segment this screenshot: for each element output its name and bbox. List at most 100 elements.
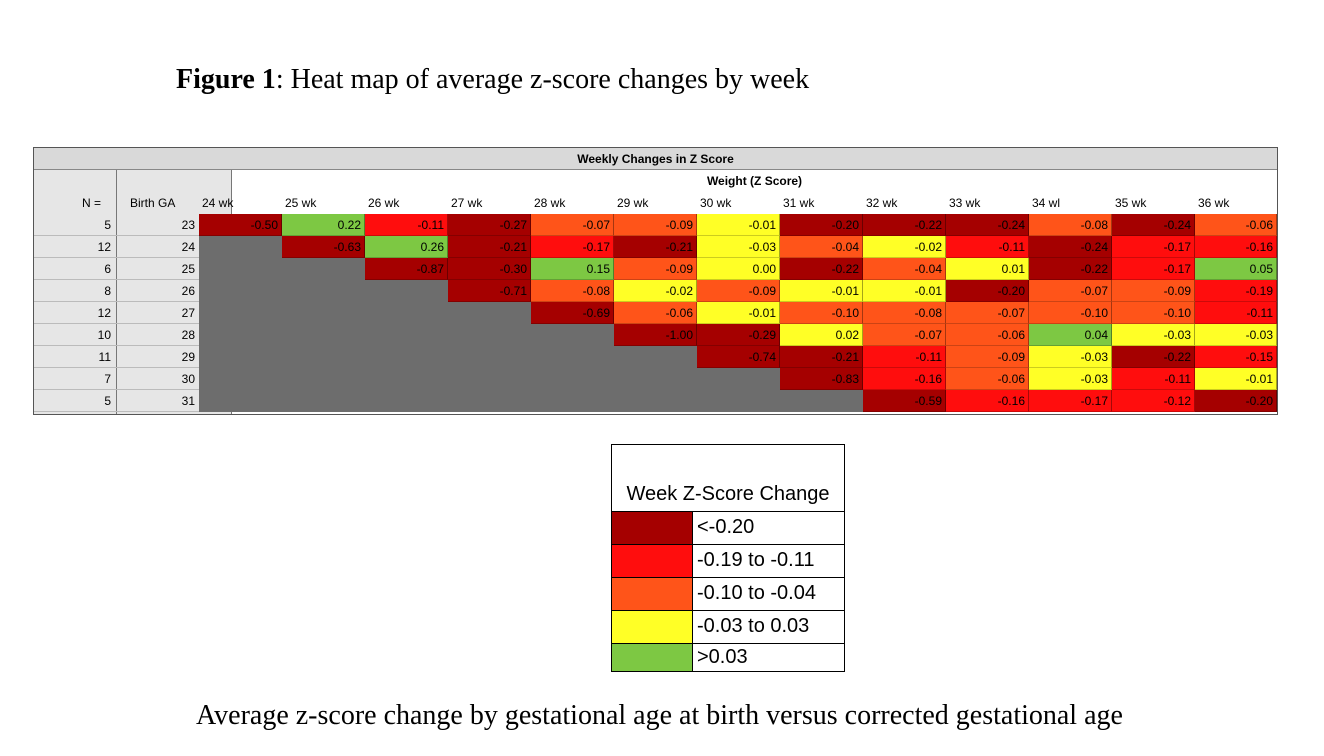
heatmap-cell: -0.06 xyxy=(946,324,1029,346)
heatmap-cell: -0.20 xyxy=(780,214,863,236)
heatmap-cell: 0.22 xyxy=(282,214,365,236)
row-separator xyxy=(34,389,232,390)
column-header: 33 wk xyxy=(949,196,981,210)
heatmap-cell: -0.87 xyxy=(365,258,448,280)
row-birth-ga: 30 xyxy=(181,372,195,386)
legend-item: -0.03 to 0.03 xyxy=(612,610,844,643)
row-separator xyxy=(34,235,232,236)
column-header: 36 wk xyxy=(1198,196,1230,210)
heatmap-cell: -0.11 xyxy=(1195,302,1277,324)
empty-region xyxy=(199,302,531,324)
heatmap-cell: -0.03 xyxy=(1029,368,1112,390)
heatmap-cell: 0.15 xyxy=(531,258,614,280)
empty-region xyxy=(199,346,697,368)
column-header: 25 wk xyxy=(285,196,317,210)
legend-swatch xyxy=(612,578,693,610)
legend-label: -0.19 to -0.11 xyxy=(697,549,815,571)
row-n-value: 6 xyxy=(104,262,111,276)
figure-caption: Average z-score change by gestational ag… xyxy=(196,700,1123,731)
heatmap-cell: -0.01 xyxy=(697,214,780,236)
heatmap-cell: -0.17 xyxy=(1029,390,1112,412)
row-separator xyxy=(34,279,232,280)
heatmap-cell: -0.20 xyxy=(1195,390,1277,412)
legend-label: -0.03 to 0.03 xyxy=(697,615,810,637)
heatmap-cell: -0.63 xyxy=(282,236,365,258)
row-separator xyxy=(34,257,232,258)
legend-item: <-0.20 xyxy=(612,511,844,544)
heatmap-cell: -0.29 xyxy=(697,324,780,346)
heatmap-cell: -0.59 xyxy=(863,390,946,412)
heatmap-cell: -0.21 xyxy=(448,236,531,258)
heatmap-cell: -0.19 xyxy=(1195,280,1277,302)
empty-region xyxy=(199,258,365,280)
legend: Week Z-Score Change <-0.20 -0.19 to -0.1… xyxy=(611,444,845,672)
heatmap-cell: -0.04 xyxy=(780,236,863,258)
legend-item: -0.19 to -0.11 xyxy=(612,544,844,577)
empty-region xyxy=(199,368,780,390)
heatmap-table: Weekly Changes in Z Score Weight (Z Scor… xyxy=(33,147,1278,415)
heatmap-cell: -0.09 xyxy=(614,258,697,280)
column-header: 34 wl xyxy=(1032,196,1061,210)
row-birth-ga: 26 xyxy=(181,284,195,298)
row-separator xyxy=(34,367,232,368)
figure-title-text: : Heat map of average z-score changes by… xyxy=(275,64,810,95)
legend-label: -0.10 to -0.04 xyxy=(697,582,816,604)
heatmap-cell: -0.22 xyxy=(780,258,863,280)
column-header: 31 wk xyxy=(783,196,815,210)
row-n-value: 7 xyxy=(104,372,111,386)
legend-item: -0.10 to -0.04 xyxy=(612,577,844,610)
row-separator xyxy=(34,301,232,302)
row-birth-ga: 24 xyxy=(181,240,195,254)
birth-ga-header: Birth GA xyxy=(130,196,176,210)
heatmap-cell: -0.08 xyxy=(531,280,614,302)
heatmap-cell: -0.74 xyxy=(697,346,780,368)
row-birth-ga: 31 xyxy=(181,394,195,408)
heatmap-cell: -0.08 xyxy=(863,302,946,324)
heatmap-cell: 0.04 xyxy=(1029,324,1112,346)
row-birth-ga: 25 xyxy=(181,262,195,276)
heatmap-cell: -0.83 xyxy=(780,368,863,390)
legend-label: >0.03 xyxy=(697,646,748,668)
empty-region xyxy=(199,280,448,302)
row-separator xyxy=(34,323,232,324)
heatmap-cell: -0.11 xyxy=(863,346,946,368)
heatmap-cell: -0.16 xyxy=(1195,236,1277,258)
heatmap-cell: -0.11 xyxy=(1112,368,1195,390)
legend-swatch xyxy=(612,545,693,577)
legend-swatch xyxy=(612,512,693,544)
heatmap-cell: -0.16 xyxy=(863,368,946,390)
heatmap-cell: -0.71 xyxy=(448,280,531,302)
heatmap-cell: -0.22 xyxy=(1029,258,1112,280)
legend-swatch xyxy=(612,644,693,671)
heatmap-cell: -0.10 xyxy=(1029,302,1112,324)
heatmap-cell: -0.03 xyxy=(1112,324,1195,346)
heatmap-cell: 0.02 xyxy=(780,324,863,346)
empty-region xyxy=(199,236,282,258)
heatmap-subtitle: Weight (Z Score) xyxy=(706,174,803,188)
heatmap-cell: -0.22 xyxy=(863,214,946,236)
heatmap-cell: -0.16 xyxy=(946,390,1029,412)
heatmap-cell: -0.07 xyxy=(531,214,614,236)
heatmap-cell: -0.06 xyxy=(946,368,1029,390)
empty-region xyxy=(199,390,863,412)
heatmap-cell: -0.69 xyxy=(531,302,614,324)
heatmap-cell: -0.10 xyxy=(1112,302,1195,324)
column-header: 30 wk xyxy=(700,196,732,210)
heatmap-cell: -0.24 xyxy=(1029,236,1112,258)
n-header: N = xyxy=(82,196,102,210)
row-n-value: 5 xyxy=(104,394,111,408)
heatmap-cell: -0.11 xyxy=(365,214,448,236)
figure-title-label: Figure 1 xyxy=(176,64,276,95)
legend-swatch xyxy=(612,611,693,643)
heatmap-cell: -0.03 xyxy=(1029,346,1112,368)
heatmap-cell: -0.01 xyxy=(697,302,780,324)
heatmap-cell: -1.00 xyxy=(614,324,697,346)
heatmap-cell: -0.22 xyxy=(1112,346,1195,368)
figure-title: Figure 1: Heat map of average z-score ch… xyxy=(176,64,809,96)
heatmap-cell: -0.17 xyxy=(1112,236,1195,258)
row-n-value: 12 xyxy=(97,306,111,320)
column-header: 29 wk xyxy=(617,196,649,210)
row-n-value: 12 xyxy=(97,240,111,254)
legend-title: Week Z-Score Change xyxy=(626,483,830,505)
heatmap-cell: -0.10 xyxy=(780,302,863,324)
